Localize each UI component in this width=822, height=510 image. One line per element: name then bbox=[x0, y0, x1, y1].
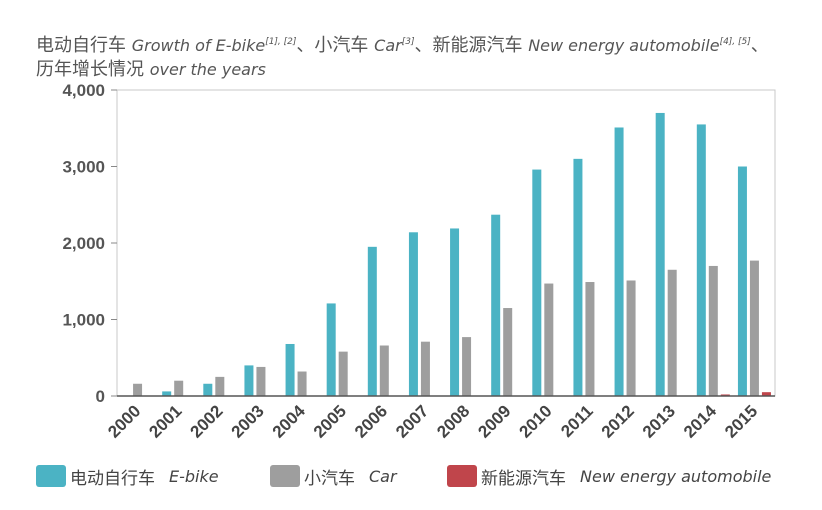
bar-car-2005 bbox=[338, 351, 348, 396]
title-car-refs: [3] bbox=[401, 37, 415, 47]
bar-nev-2015 bbox=[761, 392, 771, 396]
title-ebike-refs: [1], [2] bbox=[265, 37, 297, 47]
y-tick-label: 3,000 bbox=[62, 158, 105, 177]
bar-car-2015 bbox=[749, 260, 759, 396]
bar-ebike-2012 bbox=[614, 127, 624, 397]
bar-car-2013 bbox=[667, 269, 677, 396]
y-tick-label: 4,000 bbox=[62, 81, 105, 100]
bar-ebike-2009 bbox=[491, 214, 501, 396]
bar-car-2012 bbox=[626, 280, 636, 396]
bar-ebike-2008 bbox=[450, 228, 460, 396]
legend-label-car-zh: 小汽车 bbox=[304, 468, 355, 489]
x-tick-label: 2006 bbox=[351, 401, 391, 441]
title-line2-zh: 历年增长情况 bbox=[36, 59, 144, 80]
title-car-en: Car bbox=[374, 36, 402, 55]
title-nev-refs: [4], [5] bbox=[719, 37, 751, 47]
bar-car-2004 bbox=[297, 371, 307, 396]
y-tick-label: 2,000 bbox=[62, 234, 105, 253]
x-tick-label: 2011 bbox=[557, 401, 597, 441]
x-tick-label: 2015 bbox=[721, 401, 761, 441]
title-nev-en: New energy automobile bbox=[528, 36, 720, 55]
x-tick-label: 2005 bbox=[310, 401, 350, 441]
legend-label-ebike-zh: 电动自行车 bbox=[70, 468, 155, 489]
bar-car-2006 bbox=[379, 345, 389, 396]
title-nev-zh: 新能源汽车 bbox=[432, 35, 523, 56]
bar-ebike-2007 bbox=[408, 232, 418, 396]
bar-car-2014 bbox=[708, 265, 718, 396]
title-separator: 、 bbox=[414, 35, 433, 56]
title-separator: 、 bbox=[296, 35, 315, 56]
bar-car-2011 bbox=[585, 282, 595, 396]
bar-car-2002 bbox=[215, 376, 225, 396]
legend-item-car: 小汽车 Car bbox=[270, 464, 397, 489]
legend-item-nev: 新能源汽车 New energy automobile bbox=[447, 464, 772, 489]
bar-ebike-2010 bbox=[532, 169, 542, 396]
x-tick-label: 2008 bbox=[433, 401, 473, 441]
y-tick-label: 0 bbox=[96, 387, 105, 406]
title-line2-en: over the years bbox=[149, 60, 266, 79]
title-ebike-en: Growth of E-bike bbox=[131, 36, 266, 55]
bar-car-2010 bbox=[544, 283, 554, 396]
bar-car-2008 bbox=[462, 337, 472, 396]
bar-ebike-2006 bbox=[367, 246, 377, 396]
x-tick-label: 2003 bbox=[228, 401, 268, 441]
legend-swatch-car bbox=[270, 465, 300, 487]
bar-car-2000 bbox=[133, 383, 143, 396]
legend-swatch-nev bbox=[447, 465, 477, 487]
legend-item-ebike: 电动自行车 E-bike bbox=[36, 464, 219, 489]
y-tick-label: 1,000 bbox=[62, 311, 105, 330]
chart-title: 电动自行车 Growth of E-bike[1], [2]、小汽车 Car[3… bbox=[36, 30, 769, 82]
x-tick-label: 2014 bbox=[680, 401, 721, 442]
title-line-2: 历年增长情况 over the years bbox=[36, 58, 769, 82]
bar-car-2001 bbox=[174, 380, 184, 396]
bar-ebike-2003 bbox=[244, 365, 254, 396]
x-tick-label: 2001 bbox=[145, 401, 185, 441]
bar-nev-2014 bbox=[720, 394, 730, 396]
title-ebike-zh: 电动自行车 bbox=[36, 35, 126, 56]
legend-label-nev-zh: 新能源汽车 bbox=[481, 468, 566, 489]
title-separator: 、 bbox=[750, 35, 769, 56]
bar-car-2009 bbox=[503, 308, 513, 396]
bar-ebike-2011 bbox=[573, 158, 583, 396]
bar-ebike-2014 bbox=[696, 124, 706, 397]
x-tick-label: 2013 bbox=[639, 401, 679, 441]
x-tick-label: 2004 bbox=[269, 401, 310, 442]
x-tick-label: 2000 bbox=[104, 401, 144, 441]
x-tick-label: 2009 bbox=[474, 401, 514, 441]
x-tick-label: 2012 bbox=[598, 401, 638, 441]
bar-ebike-2013 bbox=[655, 112, 665, 396]
x-tick-label: 2002 bbox=[186, 401, 226, 441]
title-car-zh: 小汽车 bbox=[314, 35, 369, 56]
legend-swatch-ebike bbox=[36, 465, 66, 487]
bar-car-2003 bbox=[256, 366, 266, 396]
bar-ebike-2004 bbox=[285, 343, 295, 396]
legend-label-ebike-en: E-bike bbox=[169, 466, 219, 486]
x-tick-label: 2007 bbox=[392, 401, 432, 441]
legend-label-car-en: Car bbox=[369, 466, 397, 486]
bar-car-2007 bbox=[420, 341, 430, 396]
x-tick-label: 2010 bbox=[515, 401, 555, 441]
title-line-1: 电动自行车 Growth of E-bike[1], [2]、小汽车 Car[3… bbox=[36, 30, 769, 58]
bar-ebike-2005 bbox=[326, 303, 336, 396]
bar-ebike-2002 bbox=[203, 383, 213, 396]
legend-label-nev-en: New energy automobile bbox=[580, 466, 772, 486]
bar-ebike-2001 bbox=[162, 391, 172, 396]
bar-ebike-2015 bbox=[737, 166, 747, 396]
